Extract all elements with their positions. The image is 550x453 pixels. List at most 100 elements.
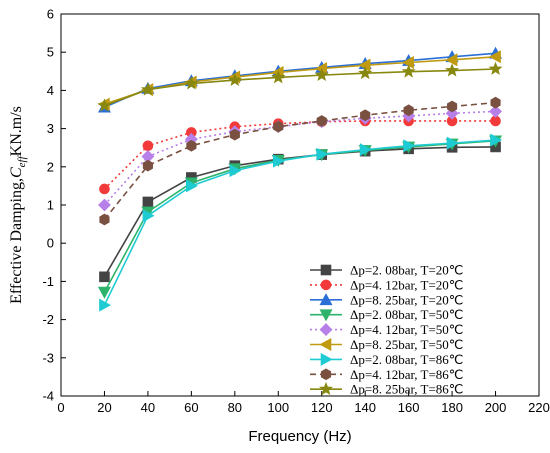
data-point [97,98,112,112]
series [97,50,501,111]
data-point [490,96,501,109]
data-point [140,82,155,96]
data-point [97,286,111,299]
series-line [103,110,496,206]
data-point [142,140,154,152]
x-tick-label: 100 [267,400,289,415]
y-tick-label: 4 [47,83,54,98]
data-point [229,164,242,178]
data-point [488,50,501,64]
y-tick-label: -1 [42,274,54,289]
x-axis-title: Frequency (Hz) [248,428,351,445]
y-tick-label: 6 [47,7,54,22]
data-point [359,143,372,157]
series [99,133,503,312]
legend-label: Δp=8. 25bar, T=86℃ [350,382,463,397]
series-line [103,120,496,190]
y-tick-label: 5 [47,45,54,60]
series [99,141,501,283]
legend-label: Δp=2. 08bar, T=20℃ [350,263,463,278]
series-line [103,101,496,221]
y-tick-label: -4 [42,389,54,404]
legend-marker [319,337,332,352]
data-point [142,209,155,223]
data-point [99,213,110,226]
x-tick-label: 0 [57,400,64,415]
x-tick-label: 140 [354,400,376,415]
legend: Δp=2. 08bar, T=20℃Δp=4. 12bar, T=20℃Δp=8… [310,263,463,397]
series-line [104,68,496,107]
x-tick-label: 80 [228,400,242,415]
data-point [314,67,329,82]
legend-label: Δp=8. 25bar, T=20℃ [350,292,463,307]
data-point [142,159,153,172]
x-tick-label: 180 [441,400,463,415]
data-point [98,198,111,212]
legend-label: Δp=4. 12bar, T=50℃ [350,322,463,337]
legend-marker [320,279,332,291]
legend-label: Δp=2. 08bar, T=86℃ [350,352,463,367]
y-tick-label: -2 [42,312,54,327]
data-point [403,104,414,117]
data-point [99,298,112,312]
data-point [99,183,110,195]
x-tick-label: 120 [311,400,333,415]
y-axis-title-unit: KN.m/s [8,106,25,156]
data-point [316,147,329,161]
data-point [186,179,198,193]
x-tick-label: 60 [184,400,198,415]
series-line [103,146,496,278]
data-point [358,65,373,80]
data-point [488,61,503,75]
data-point [401,64,416,78]
x-tick-label: 160 [398,400,420,415]
legend-marker [320,352,333,366]
x-tick-label: 220 [528,400,550,415]
legend-marker [319,381,333,396]
series-line [104,52,496,108]
data-point [186,139,197,152]
x-tick-label: 40 [141,400,155,415]
y-tick-label: -3 [42,350,54,365]
series-line [103,139,496,306]
legend-marker [320,264,332,276]
y-axis-title-main: Effective Damping, [8,178,25,304]
series-layer [97,46,503,312]
data-point [402,56,414,70]
data-point [99,271,110,283]
data-point [445,63,460,77]
data-point [273,120,284,133]
data-point [403,139,416,153]
data-point [447,100,458,113]
y-axis: -4 -3 -2 -1 0 1 2 3 4 5 6 [42,7,66,404]
series [99,115,501,195]
legend-label: Δp=8. 25bar, T=50℃ [350,337,463,352]
data-point [360,109,371,122]
data-point [316,115,327,127]
legend-label: Δp=4. 12bar, T=86℃ [350,367,463,382]
data-point [445,53,458,67]
y-tick-label: 2 [47,159,54,174]
series [97,61,503,112]
y-tick-label: 1 [47,198,54,213]
legend-label: Δp=4. 12bar, T=20℃ [350,277,463,292]
data-point [271,70,286,84]
series [97,46,503,113]
x-tick-label: 200 [485,400,507,415]
data-point [490,133,503,147]
x-tick-label: 20 [97,400,111,415]
data-point [446,136,459,150]
data-point [489,104,502,118]
y-axis-title: Effective Damping,CeffKN.m/s [8,106,28,304]
legend-marker [319,323,333,337]
x-axis: 0 20 40 60 80 100 120 140 160 180 200 220 [57,391,550,415]
y-tick-label: 3 [47,121,54,136]
data-point [272,154,285,168]
legend-marker [320,368,332,381]
series-line [104,55,496,105]
data-point [184,76,199,90]
legend-marker [319,293,333,306]
y-axis-title-symbol: C [8,167,25,178]
series [99,96,501,226]
